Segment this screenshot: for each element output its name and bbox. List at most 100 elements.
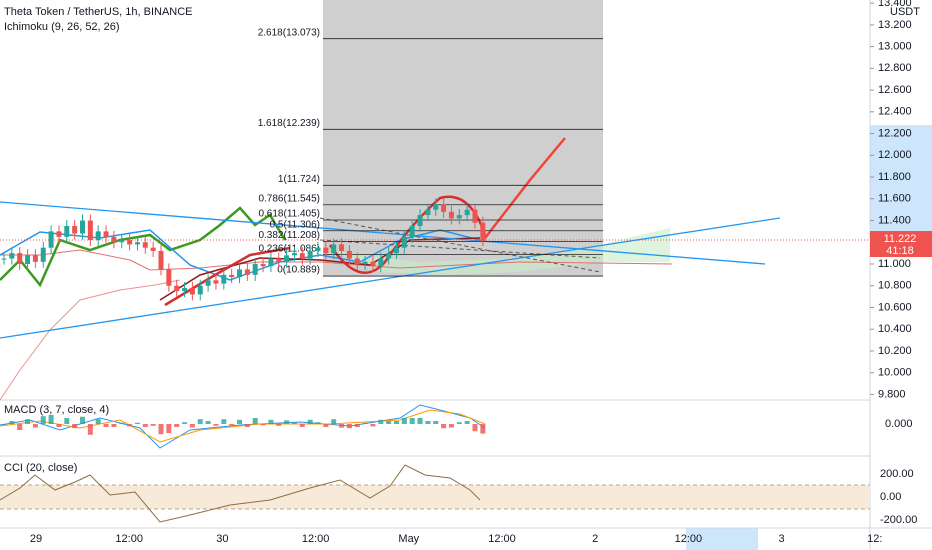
candle <box>331 244 337 254</box>
price-tick-label: 10.000 <box>878 367 912 379</box>
fib-label: 0.786(11.545) <box>258 193 320 204</box>
cci-line <box>0 464 481 523</box>
price-tick-label: 10.200 <box>878 345 912 357</box>
price-tick-label: 13.400 <box>878 0 912 9</box>
candle <box>315 247 321 251</box>
fib-label: 1(11.724) <box>278 174 320 185</box>
candle <box>150 247 156 251</box>
projection-arrow <box>481 137 566 243</box>
macd-histogram <box>339 424 345 428</box>
trendline-lower <box>0 217 781 339</box>
candle <box>182 287 188 292</box>
currency: USDT <box>890 6 920 18</box>
candle <box>17 253 23 264</box>
macd-tick-label: 0.000 <box>885 418 913 430</box>
price-tick-label: 12.400 <box>878 106 912 118</box>
macd-histogram <box>268 419 274 424</box>
macd-histogram <box>48 415 54 424</box>
candle <box>299 253 305 259</box>
candle <box>40 247 46 262</box>
macd-histogram <box>472 424 478 432</box>
macd-histogram <box>354 424 360 427</box>
base-line <box>159 237 481 301</box>
candle <box>401 236 407 248</box>
countdown: 41:18 <box>886 245 914 257</box>
candle <box>72 225 78 234</box>
price-tick-label: 11.000 <box>878 258 911 270</box>
candle <box>362 261 368 264</box>
price-tick-label: 11.600 <box>878 193 911 205</box>
candle <box>394 247 399 254</box>
candle <box>346 250 352 259</box>
macd-histogram <box>480 424 486 434</box>
current-price: 11.222 <box>884 233 917 245</box>
candle <box>284 255 290 262</box>
macd-histogram <box>237 419 242 424</box>
macd-histogram <box>441 424 447 429</box>
candle <box>95 231 101 241</box>
candle <box>229 274 235 278</box>
price-tick-label: 13.000 <box>878 41 912 53</box>
candle <box>127 240 133 245</box>
candle <box>339 244 345 251</box>
macd-histogram <box>166 424 172 433</box>
cci-tick-label: 200.00 <box>880 468 914 480</box>
macd-histogram <box>260 424 266 426</box>
price-tick-label: 12.000 <box>878 149 912 161</box>
candle <box>197 285 203 295</box>
candle <box>1 258 7 260</box>
macd-histogram <box>9 421 15 424</box>
indicator-title: Ichimoku (9, 26, 52, 26) <box>4 21 120 33</box>
macd-histogram <box>142 424 148 427</box>
fib-label: 0.618(11.405) <box>258 209 320 220</box>
macd-histogram <box>417 418 423 424</box>
price-tick-label: 10.600 <box>878 301 912 313</box>
price-tick-label: 12.200 <box>878 127 912 139</box>
candle <box>433 204 439 210</box>
macd-histogram <box>244 424 250 427</box>
time-range-highlight <box>686 528 758 550</box>
macd-histogram <box>95 419 101 424</box>
macd-histogram <box>448 424 454 428</box>
time-label: 30 <box>216 533 228 545</box>
candle <box>370 261 376 267</box>
macd-histogram <box>425 421 431 424</box>
candle <box>417 215 423 226</box>
macd-histogram <box>378 419 384 424</box>
candle <box>252 264 258 275</box>
time-label: May <box>398 533 419 545</box>
macd-histogram <box>64 418 70 424</box>
candle <box>244 269 250 275</box>
candle <box>237 269 242 278</box>
candle <box>166 269 172 286</box>
macd-histogram <box>119 422 125 424</box>
price-tick-label: 10.400 <box>878 323 912 335</box>
time-label: 12:00 <box>675 533 703 545</box>
macd-histogram <box>346 424 352 429</box>
trendline-upper <box>0 201 766 265</box>
candle <box>56 231 62 237</box>
macd-histogram <box>331 419 337 424</box>
macd-histogram <box>80 416 85 424</box>
price-tick-label: 11.400 <box>878 214 911 226</box>
macd-histogram <box>189 424 195 428</box>
macd-histogram <box>284 420 290 424</box>
fib-label: 0.5(11.306) <box>270 219 320 230</box>
price-tick-label: 10.800 <box>878 280 912 292</box>
candle <box>354 258 360 264</box>
fib-label: 0.382(11.208) <box>258 230 320 241</box>
macd-histogram <box>252 418 258 424</box>
candle <box>425 209 431 216</box>
candle <box>409 225 415 237</box>
fib-label: 0(10.889) <box>277 265 320 276</box>
candle <box>276 258 282 262</box>
macd-histogram <box>386 421 392 424</box>
candle <box>378 258 384 267</box>
candle <box>386 253 392 259</box>
candle <box>48 231 54 248</box>
candle <box>221 274 227 284</box>
fib-label: 1.618(12.239) <box>258 118 320 129</box>
macd-histogram <box>409 418 415 424</box>
time-label: 29 <box>30 533 42 545</box>
trend-dashed <box>319 217 601 273</box>
